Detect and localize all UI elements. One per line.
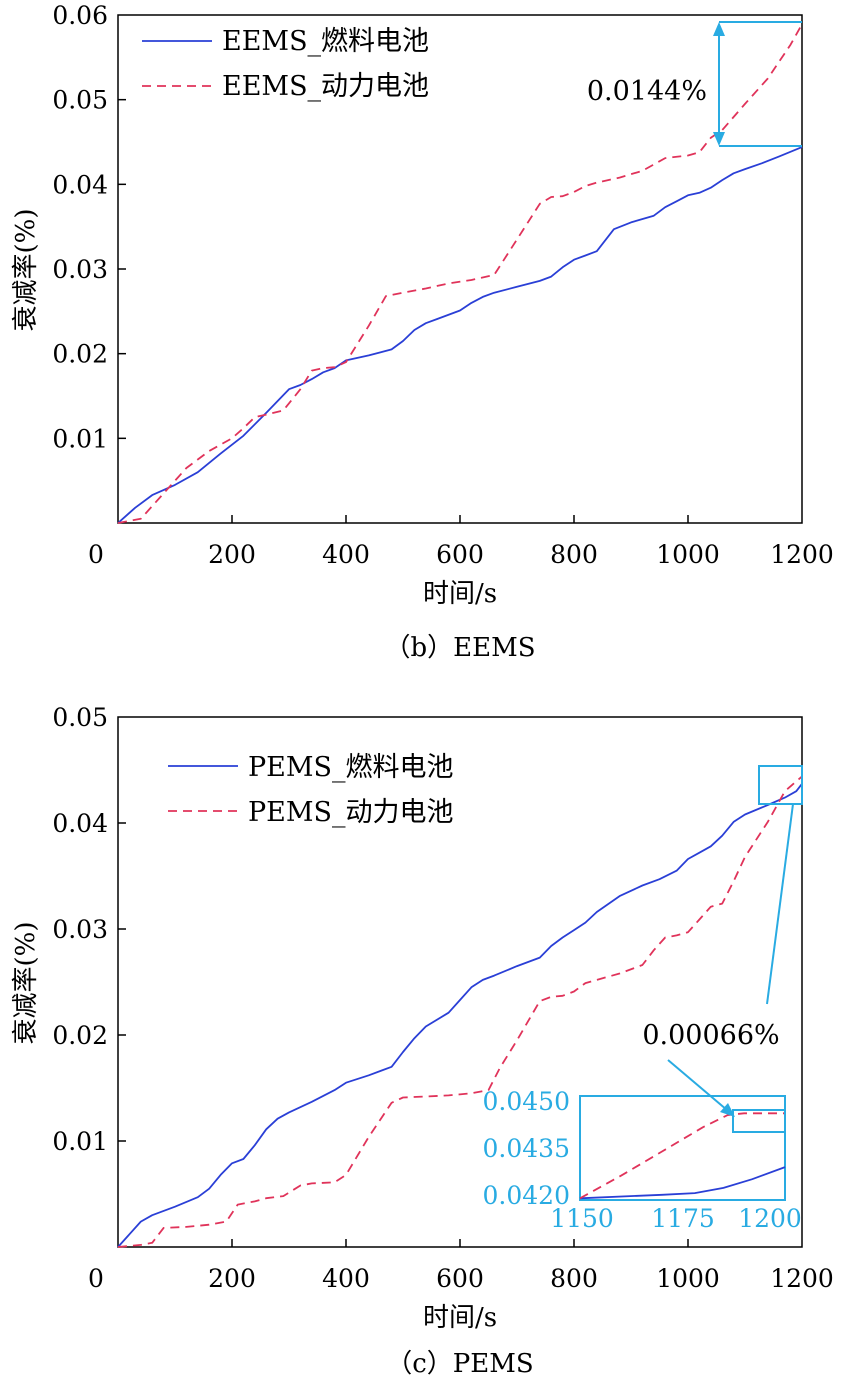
inset-series — [579, 1112, 786, 1200]
legend-label-pb-c: PEMS_动力电池 — [248, 797, 454, 828]
y-ticks-b: 0.01 0.02 0.03 0.04 0.05 0.06 — [52, 1, 126, 453]
legend-b: EEMS_燃料电池 EEMS_动力电池 — [142, 26, 429, 102]
diff-label-b: 0.0144% — [587, 76, 707, 107]
difference-annotation-c: 0.00066% — [642, 1020, 780, 1117]
x-tick-label: 1200 — [770, 1264, 834, 1293]
inset-xtick-1175: 1175 — [651, 1204, 715, 1233]
y-tick-label: 0.03 — [52, 255, 108, 284]
legend-label-pb-b: EEMS_动力电池 — [222, 71, 429, 102]
inset-diff-box — [732, 1109, 786, 1133]
y-tick-label: 0.04 — [52, 170, 108, 199]
y-axis-title-b: 衰减率(%) — [11, 209, 41, 332]
inset-ytick-bottom: 0.0420 — [483, 1181, 570, 1210]
y-tick-label: 0.06 — [52, 1, 108, 30]
inset-line-fuel-cell — [579, 1166, 786, 1200]
legend-label-fc-c: PEMS_燃料电池 — [248, 752, 454, 783]
x-tick-label: 400 — [322, 1264, 370, 1293]
zoom-region-box — [758, 765, 803, 805]
chart-pems: 0 200 400 600 800 1000 1200 0.010.020.030.040.… — [11, 703, 834, 1378]
inset-zoom: 0.0450 0.0435 0.0420 1150 1175 1200 — [483, 1087, 802, 1233]
y-tick-label: 0.01 — [52, 1127, 108, 1156]
series-line-battery — [117, 23, 803, 524]
diff-pointer-line — [667, 1059, 728, 1111]
series-line-battery — [117, 775, 803, 1248]
series-b — [117, 23, 803, 524]
y-tick-label: 0.05 — [52, 703, 108, 732]
y-tick-label: 0.04 — [52, 809, 108, 838]
x-tick-label: 0 — [88, 540, 104, 569]
diff-label-c: 0.00066% — [642, 1020, 779, 1051]
inset-xtick-1200: 1200 — [738, 1204, 802, 1233]
series-line-fuel-cell — [117, 783, 803, 1248]
inset-ytick-top: 0.0450 — [483, 1087, 570, 1116]
inset-xtick-1150: 1150 — [550, 1204, 614, 1233]
x-ticks-b: 0 200 400 600 800 1000 1200 — [88, 515, 834, 569]
diff-pointer-head — [720, 1103, 735, 1117]
inset-ytick-mid: 0.0435 — [483, 1134, 570, 1163]
x-tick-label: 1200 — [770, 540, 834, 569]
x-tick-label: 200 — [208, 540, 256, 569]
x-tick-label: 800 — [550, 540, 598, 569]
caption-c: （c）PEMS — [386, 1349, 533, 1378]
inset-line-battery — [579, 1112, 785, 1200]
series-line-fuel-cell — [117, 146, 803, 524]
x-tick-label: 600 — [436, 540, 484, 569]
x-tick-label: 0 — [88, 1264, 104, 1293]
y-tick-label: 0.02 — [52, 1021, 108, 1050]
caption-b: （b）EEMS — [384, 633, 535, 663]
y-tick-label: 0.01 — [52, 424, 108, 453]
y-tick-label: 0.02 — [52, 340, 108, 369]
legend-c: PEMS_燃料电池 PEMS_动力电池 — [168, 752, 454, 828]
chart-eems: 0 200 400 600 800 1000 1200 0.010.020.030.040.… — [11, 1, 834, 663]
x-tick-label: 1000 — [656, 1264, 720, 1293]
x-tick-label: 1000 — [656, 540, 720, 569]
x-tick-label: 400 — [322, 540, 370, 569]
x-tick-label: 600 — [436, 1264, 484, 1293]
series-c — [117, 775, 803, 1248]
y-ticks-c: 0.01 0.02 0.03 0.04 0.05 — [52, 703, 126, 1156]
y-tick-label: 0.05 — [52, 86, 108, 115]
difference-annotation-b: 0.0144% — [587, 21, 802, 147]
inset-frame — [579, 1095, 786, 1201]
x-axis-title-c: 时间/s — [423, 1303, 497, 1333]
zoom-connector — [766, 803, 794, 1005]
x-ticks-c: 0 200 400 600 800 1000 1200 — [88, 1239, 834, 1293]
y-axis-title-c: 衰减率(%) — [11, 922, 41, 1045]
diff-arrow-head-down — [713, 132, 725, 146]
x-tick-label: 200 — [208, 1264, 256, 1293]
legend-label-fc-b: EEMS_燃料电池 — [222, 26, 429, 57]
x-tick-label: 800 — [550, 1264, 598, 1293]
y-tick-label: 0.03 — [52, 915, 108, 944]
diff-arrow-head-up — [713, 22, 725, 36]
x-axis-title-b: 时间/s — [423, 579, 497, 609]
